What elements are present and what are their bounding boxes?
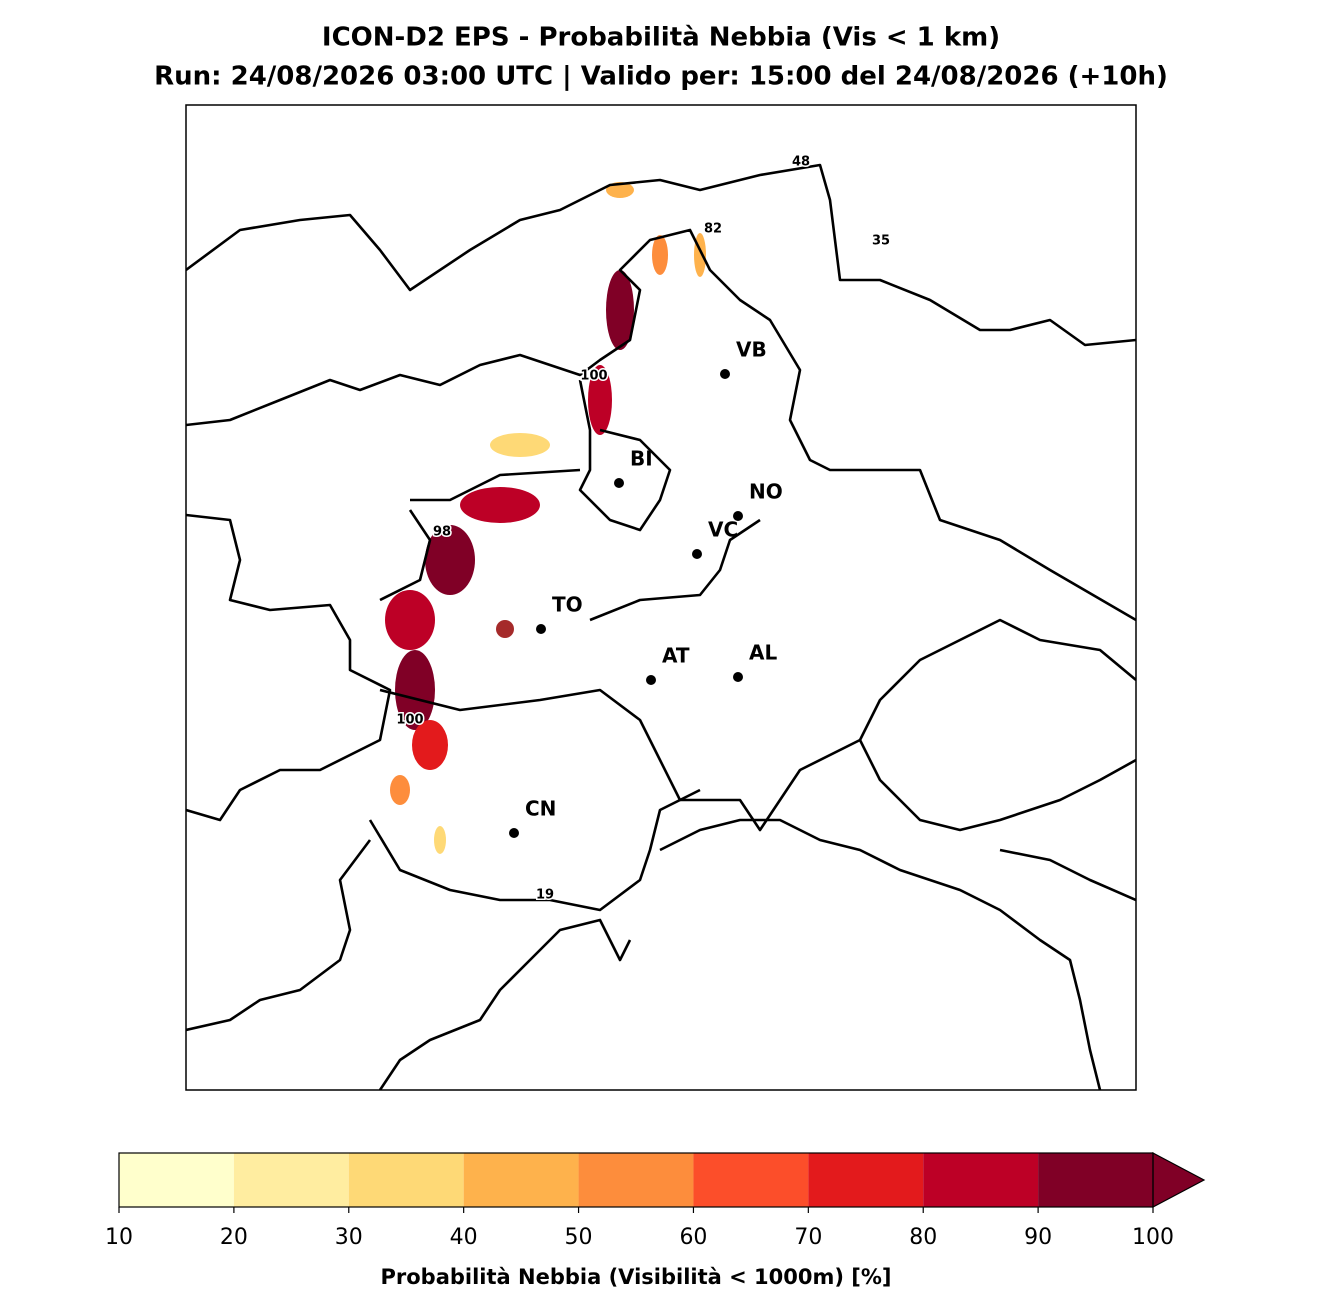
subtitle: Run: 24/08/2026 03:00 UTC | Valido per: … <box>154 62 1168 92</box>
colorbar-tick-label: 10 <box>105 1225 133 1250</box>
colorbar-tick-label: 20 <box>220 1225 248 1250</box>
border <box>368 788 1102 1090</box>
colorbar-segment <box>348 1153 464 1207</box>
city-label: NO <box>749 480 783 504</box>
colorbar-segment <box>578 1153 694 1207</box>
map <box>186 163 1136 1090</box>
border <box>379 618 1136 832</box>
border <box>379 379 761 622</box>
contour-label: 82 <box>704 222 722 237</box>
colorbar-label: Probabilità Nebbia (Visibilità < 1000m) … <box>381 1265 892 1289</box>
colorbar-segment <box>808 1153 924 1207</box>
city-label: VB <box>736 338 767 362</box>
map-frame <box>185 104 1137 1091</box>
colorbar-tick-label: 100 <box>1132 1225 1174 1250</box>
colorbar-segment <box>119 1153 234 1207</box>
border <box>186 513 392 822</box>
colorbar-tick-label: 60 <box>679 1225 707 1250</box>
city-dot <box>692 549 702 559</box>
city-label: TO <box>552 593 583 617</box>
colorbar-tick-label: 50 <box>565 1225 593 1250</box>
colorbar-extension <box>1152 1152 1206 1208</box>
city-dot <box>733 511 743 521</box>
contour-label: 98 <box>433 525 451 540</box>
colorbar-segment <box>923 1153 1039 1207</box>
fog-field <box>385 182 706 854</box>
title: ICON-D2 EPS - Probabilità Nebbia (Vis < … <box>322 23 1000 53</box>
colorbar-frame <box>118 1152 1154 1208</box>
colorbar-segment <box>233 1153 349 1207</box>
colorbar-tick-label: 90 <box>1024 1225 1052 1250</box>
colorbar-tick-label: 70 <box>794 1225 822 1250</box>
city-label: CN <box>525 797 556 821</box>
colorbar-segment <box>463 1153 579 1207</box>
city-dot <box>646 675 656 685</box>
city-label: AT <box>662 644 690 668</box>
contour-label: 100 <box>580 369 607 384</box>
city-dot <box>536 624 546 634</box>
colorbar-tick-label: 30 <box>335 1225 363 1250</box>
contour-label: 19 <box>536 888 554 903</box>
colorbar-tick-label: 80 <box>909 1225 937 1250</box>
city-label: VC <box>708 518 738 542</box>
city-label: BI <box>630 447 653 471</box>
city-dot <box>509 828 519 838</box>
border <box>186 163 1136 347</box>
colorbar-segment <box>1038 1153 1153 1207</box>
city-label: AL <box>749 641 777 665</box>
city-dot <box>720 369 730 379</box>
selected-point <box>496 620 514 638</box>
city-dot <box>614 478 624 488</box>
city-dot <box>733 672 743 682</box>
contour-label: 48 <box>792 155 810 170</box>
colorbar-tick-label: 40 <box>450 1225 478 1250</box>
contour-label: 35 <box>872 234 890 249</box>
colorbar-segment <box>693 1153 809 1207</box>
border <box>186 739 1136 1090</box>
contour-label: 100 <box>396 713 423 728</box>
border <box>186 228 1136 622</box>
